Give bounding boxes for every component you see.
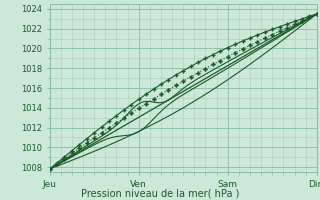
Text: Pression niveau de la mer( hPa ): Pression niveau de la mer( hPa ) bbox=[81, 188, 239, 198]
